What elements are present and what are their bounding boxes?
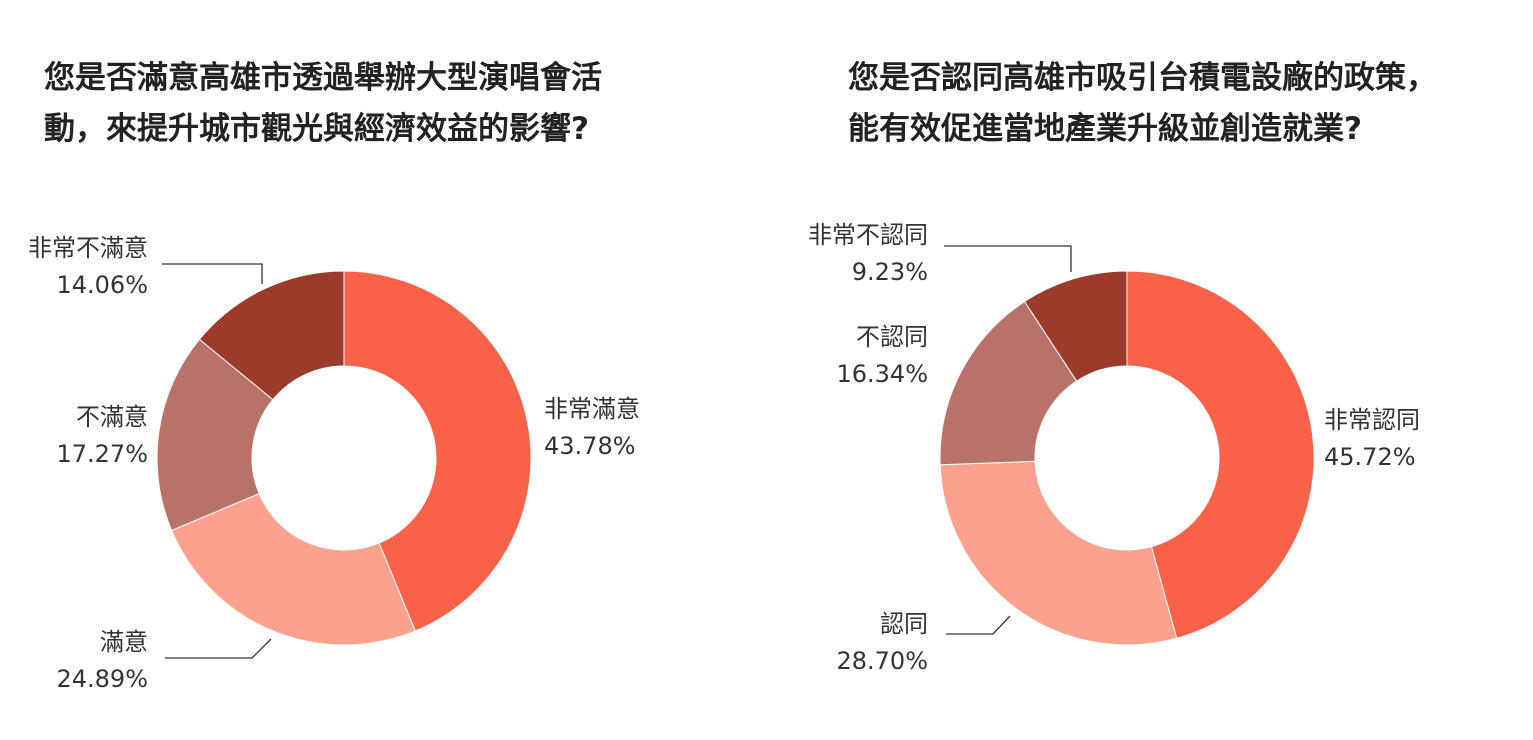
slice-value-very-dissatisfied: 14.06% [56, 271, 148, 299]
slice-value-disagree: 16.34% [836, 360, 928, 388]
leader-line-very-dissatisfied [162, 263, 263, 284]
slice-label-very-dissatisfied: 非常不滿意 [28, 234, 148, 262]
slice-label-disagree: 不認同 [856, 323, 928, 351]
slice-value-satisfied: 24.89% [56, 665, 148, 693]
donut-slice-satisfied [170, 492, 416, 646]
donut-slice-strongly-disagree [1023, 270, 1128, 382]
slice-label-very-satisfied: 非常滿意 [544, 395, 640, 423]
chart-title-concert-satisfaction: 您是否滿意高雄市透過舉辦大型演唱會活動，來提升城市觀光與經濟效益的影響? [44, 60, 602, 147]
leader-line-strongly-disagree [944, 245, 1072, 272]
leader-line-agree [946, 615, 1011, 635]
slice-label-dissatisfied: 不滿意 [76, 403, 148, 431]
slice-label-strongly-disagree: 非常不認同 [808, 221, 928, 249]
donut-slice-strongly-agree [1126, 270, 1315, 639]
slice-label-strongly-agree: 非常認同 [1324, 406, 1420, 434]
donut-slice-very-dissatisfied [198, 270, 345, 401]
slice-value-dissatisfied: 17.27% [56, 440, 148, 468]
donut-slice-agree [939, 460, 1178, 646]
donut-slice-disagree [939, 300, 1078, 466]
donut-slice-very-satisfied [343, 270, 532, 632]
donut-chart-concert-satisfaction: 非常滿意 43.78% 滿意 24.89% 不滿意 17.27% 非常不滿意 14.06% [28, 234, 640, 693]
slice-value-very-satisfied: 43.78% [544, 432, 636, 460]
slice-value-strongly-disagree: 9.23% [852, 258, 928, 286]
donut-slice-dissatisfied [156, 338, 274, 532]
leader-line-satisfied [165, 638, 272, 659]
slice-value-strongly-agree: 45.72% [1324, 443, 1416, 471]
chart-title-tsmc-policy: 您是否認同高雄市吸引台積電設廠的政策，能有效促進當地產業升級並創造就業? [848, 60, 1437, 147]
slice-label-agree: 認同 [880, 610, 928, 638]
slice-value-agree: 28.70% [836, 647, 928, 675]
slice-label-satisfied: 滿意 [100, 628, 148, 656]
